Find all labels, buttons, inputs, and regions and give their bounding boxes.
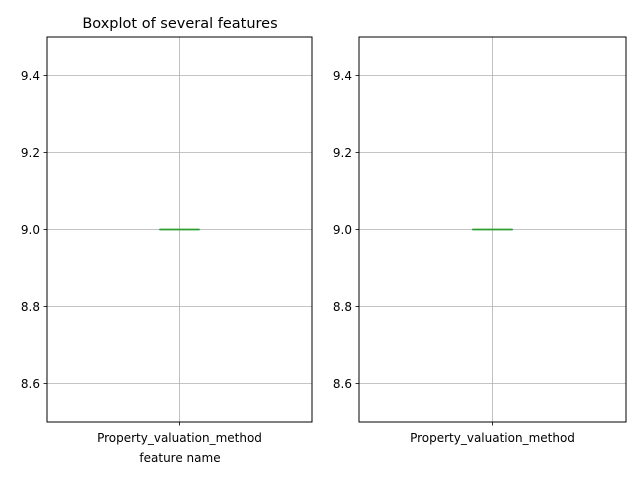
y-tick-label: 8.6 <box>333 377 352 391</box>
y-tick-label: 9.2 <box>21 146 40 160</box>
y-tick-label: 9.0 <box>333 223 352 237</box>
left-boxplot-panel: Boxplot of several features feature name… <box>21 16 313 465</box>
right-boxplot-panel: 8.6 8.8 9.0 9.2 9.4 Property_valuation_method <box>333 36 627 445</box>
axes-frame <box>46 36 313 423</box>
y-tick-label: 9.2 <box>333 146 352 160</box>
x-axis-label: feature name <box>139 451 220 465</box>
y-tick-label: 9.4 <box>21 69 40 83</box>
y-tick-label: 8.8 <box>333 300 352 314</box>
x-tick-label: Property_valuation_method <box>97 431 262 445</box>
y-tick-label: 8.8 <box>21 300 40 314</box>
y-tick-label: 9.4 <box>333 69 352 83</box>
y-tick-label: 8.6 <box>21 377 40 391</box>
left-plot-area: 8.6 8.8 9.0 9.2 9.4 Property_valuation_method <box>21 36 313 445</box>
y-tick-label: 9.0 <box>21 223 40 237</box>
chart-title: Boxplot of several features <box>82 16 277 32</box>
x-tick-label: Property_valuation_method <box>410 431 575 445</box>
axes-frame <box>358 36 627 423</box>
right-plot-area: 8.6 8.8 9.0 9.2 9.4 Property_valuation_method <box>333 36 627 445</box>
